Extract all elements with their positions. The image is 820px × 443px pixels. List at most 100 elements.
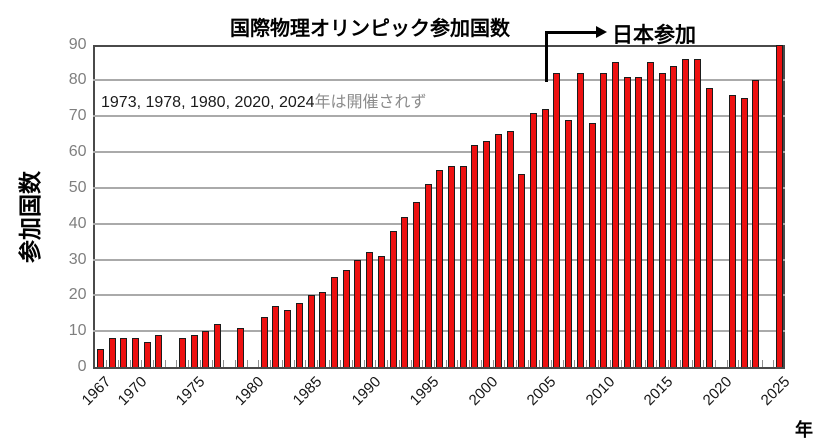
japan-participation-label: 日本参加	[612, 24, 696, 47]
x-inner-tick	[316, 360, 318, 367]
bar-2012	[623, 76, 631, 367]
x-inner-tick	[164, 360, 166, 367]
bar-1989	[354, 259, 362, 367]
bar-2018	[693, 58, 701, 367]
x-tick-label-1970: 1970	[114, 373, 150, 409]
bar-2002	[506, 130, 514, 367]
x-tick-label-2000: 2000	[465, 373, 501, 409]
japan-arrow-vertical-line	[545, 31, 548, 82]
x-inner-tick	[457, 360, 459, 367]
bar-1985	[307, 295, 315, 367]
x-inner-tick	[340, 360, 342, 367]
x-inner-tick	[726, 360, 728, 367]
bar-1983	[284, 309, 292, 367]
not-held-years: 1973, 1978, 1980, 2020, 2024	[101, 94, 315, 111]
x-inner-tick	[246, 360, 248, 367]
bar-1999	[471, 144, 479, 367]
x-inner-tick	[527, 360, 529, 367]
bar-1972	[155, 334, 163, 367]
x-inner-tick	[761, 360, 763, 367]
x-tick-label-2025: 2025	[757, 373, 794, 409]
x-inner-tick	[714, 360, 716, 367]
x-inner-tick	[644, 360, 646, 367]
x-axis-unit-label: 年	[795, 420, 813, 440]
x-inner-tick	[153, 360, 155, 367]
y-tick-label-40: 40	[68, 214, 87, 232]
bar-2014	[647, 62, 655, 367]
bar-1986	[319, 291, 327, 367]
x-inner-tick	[258, 360, 260, 367]
bar-1977	[213, 324, 221, 367]
x-tick-label-1967: 1967	[79, 373, 115, 409]
x-tick-label-1990: 1990	[348, 373, 384, 409]
x-tick-label-1995: 1995	[406, 373, 443, 409]
gridline-70	[92, 115, 785, 118]
bar-1991	[377, 255, 385, 367]
x-inner-tick	[562, 360, 564, 367]
not-held-suffix: 年は開催されず	[314, 94, 427, 111]
x-tick-label-1975: 1975	[172, 373, 209, 409]
bar-2013	[635, 76, 643, 367]
x-inner-tick	[293, 360, 295, 367]
bar-2016	[670, 66, 678, 367]
y-tick-label-30: 30	[68, 250, 87, 268]
x-inner-tick	[188, 360, 190, 367]
bar-2015	[658, 73, 666, 367]
x-inner-tick	[223, 360, 225, 367]
bar-1998	[459, 166, 467, 367]
bar-2005	[541, 109, 549, 367]
bar-2009	[588, 123, 596, 367]
bar-1976	[202, 331, 210, 367]
x-inner-tick	[375, 360, 377, 367]
x-inner-tick	[363, 360, 365, 367]
x-inner-tick	[691, 360, 693, 367]
x-inner-tick	[551, 360, 553, 367]
bar-1993	[401, 216, 409, 367]
x-inner-tick	[387, 360, 389, 367]
y-axis-title: 参加国数	[17, 171, 43, 263]
x-inner-tick	[199, 360, 201, 367]
gridline-60	[92, 151, 785, 153]
bar-1988	[342, 270, 350, 367]
x-inner-tick	[328, 360, 330, 367]
x-inner-tick	[129, 360, 131, 367]
x-inner-tick	[668, 360, 670, 367]
bar-2022	[740, 98, 748, 367]
x-inner-tick	[703, 360, 705, 367]
x-inner-tick	[586, 360, 588, 367]
bar-2025	[775, 44, 783, 367]
japan-arrow-horizontal-line	[545, 31, 597, 34]
bar-1971	[143, 341, 151, 367]
x-inner-tick	[281, 360, 283, 367]
bar-2017	[682, 58, 690, 367]
x-inner-tick	[433, 360, 435, 367]
bar-2006	[553, 73, 561, 367]
x-tick-label-2020: 2020	[699, 373, 736, 409]
bar-1995	[424, 184, 432, 367]
bar-1987	[331, 277, 338, 367]
y-tick-label-70: 70	[68, 107, 87, 125]
y-tick-label-90: 90	[68, 35, 87, 53]
x-inner-tick	[352, 360, 354, 367]
gridline-80	[92, 79, 785, 82]
bar-1970	[132, 338, 139, 367]
x-inner-tick	[480, 360, 482, 367]
x-inner-tick	[750, 360, 752, 367]
y-tick-label-80: 80	[68, 71, 87, 89]
x-inner-tick	[235, 360, 236, 367]
bar-2001	[494, 134, 502, 367]
x-tick-label-2005: 2005	[523, 373, 560, 409]
bar-1984	[295, 302, 303, 367]
bar-2008	[576, 73, 584, 367]
bar-2007	[565, 119, 573, 367]
bar-1982	[272, 306, 280, 367]
bar-1994	[412, 202, 420, 367]
x-inner-tick	[597, 360, 599, 367]
x-inner-tick	[738, 360, 740, 367]
bar-2000	[483, 141, 491, 367]
x-inner-tick	[539, 360, 541, 367]
x-inner-tick	[141, 360, 143, 367]
x-inner-tick	[211, 360, 213, 367]
x-inner-tick	[422, 360, 424, 367]
